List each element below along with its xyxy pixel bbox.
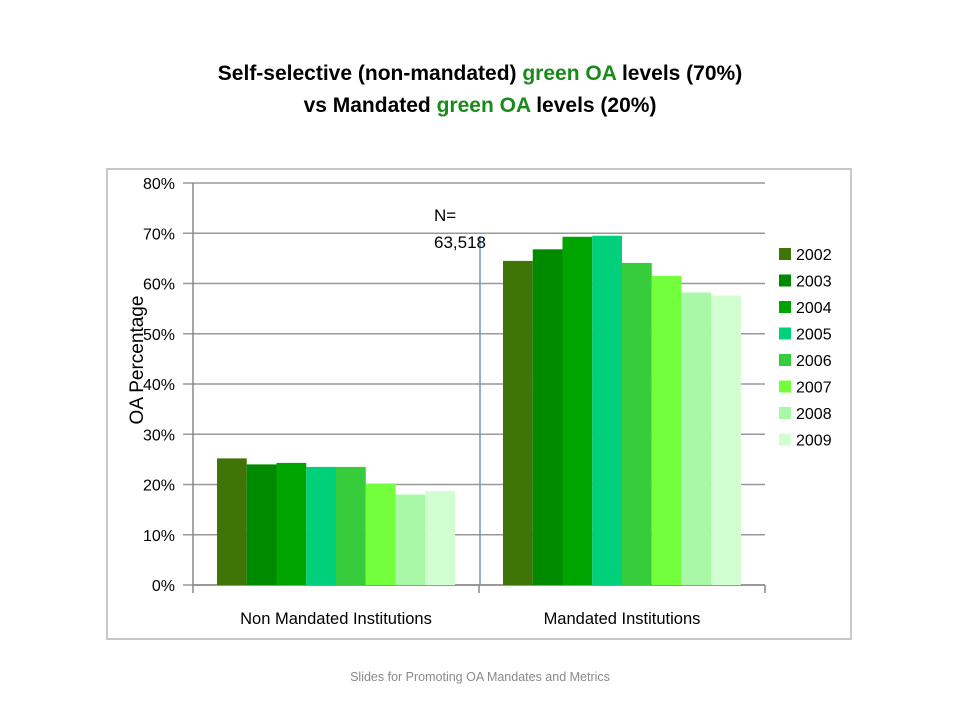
bar-2006-mandated — [622, 262, 652, 585]
legend-swatch-2008 — [779, 407, 791, 419]
annotation-n-label: N= — [434, 206, 456, 225]
slide-footer: Slides for Promoting OA Mandates and Met… — [350, 670, 610, 684]
y-tick-label: 0% — [152, 578, 175, 595]
bar-2007-non-mandated — [365, 483, 396, 585]
title-line-2: vs Mandated green OA levels (20%) — [0, 90, 960, 122]
title-text: levels (20%) — [530, 94, 657, 117]
bar-2002-non-mandated — [217, 458, 247, 585]
title-text: Self-selective (non-mandated) — [217, 62, 523, 85]
legend-label-2006: 2006 — [796, 353, 832, 370]
legend-label-2002: 2002 — [796, 247, 832, 264]
y-tick-label: 50% — [143, 327, 175, 344]
x-category-label: Mandated Institutions — [544, 610, 701, 628]
y-tick-label: 20% — [143, 478, 175, 495]
slide-title: Self-selective (non-mandated) green OA l… — [0, 58, 960, 122]
annotation-n-value: 63,518 — [434, 233, 486, 252]
bar-2002-mandated — [503, 260, 533, 585]
legend-swatch-2004 — [779, 301, 791, 313]
legend-swatch-2003 — [779, 274, 791, 287]
bar-2003-mandated — [532, 249, 563, 585]
bar-2004-mandated — [562, 236, 593, 585]
legend-swatch-2006 — [779, 354, 791, 366]
legend-label-2007: 2007 — [796, 380, 832, 397]
y-tick-label: 10% — [143, 528, 175, 545]
legend-swatch-2002 — [779, 248, 791, 260]
title-text: vs Mandated — [303, 94, 437, 117]
bar-2009-non-mandated — [425, 491, 455, 585]
y-tick-label: 70% — [143, 226, 175, 243]
legend-swatch-2005 — [779, 327, 791, 340]
y-tick-label: 30% — [143, 427, 175, 444]
bar-2005-mandated — [592, 235, 622, 585]
y-tick-label: 80% — [143, 176, 175, 193]
y-axis-label: OA Percentage — [127, 296, 148, 425]
bar-2006-non-mandated — [336, 466, 366, 585]
title-green-oa-text: green OA — [522, 62, 617, 85]
y-tick-label: 60% — [143, 277, 175, 294]
title-line-1: Self-selective (non-mandated) green OA l… — [0, 58, 960, 90]
bar-2007-mandated — [651, 275, 682, 585]
bar-2003-non-mandated — [246, 464, 277, 585]
legend-label-2004: 2004 — [796, 300, 832, 317]
bar-2008-mandated — [681, 292, 712, 585]
bar-2005-non-mandated — [306, 466, 336, 585]
legend-swatch-2009 — [779, 433, 791, 446]
y-tick-label: 40% — [143, 377, 175, 394]
title-text: levels (70%) — [616, 62, 743, 85]
x-category-label: Non Mandated Institutions — [240, 610, 432, 628]
bar-2009-mandated — [711, 295, 741, 585]
legend-label-2009: 2009 — [796, 433, 832, 450]
legend-label-2003: 2003 — [796, 274, 832, 291]
legend-swatch-2007 — [779, 380, 791, 393]
legend-label-2005: 2005 — [796, 327, 832, 344]
bar-2004-non-mandated — [276, 462, 307, 585]
bar-2008-non-mandated — [395, 494, 426, 585]
title-green-oa-text: green OA — [436, 94, 531, 117]
legend-label-2008: 2008 — [796, 406, 832, 423]
